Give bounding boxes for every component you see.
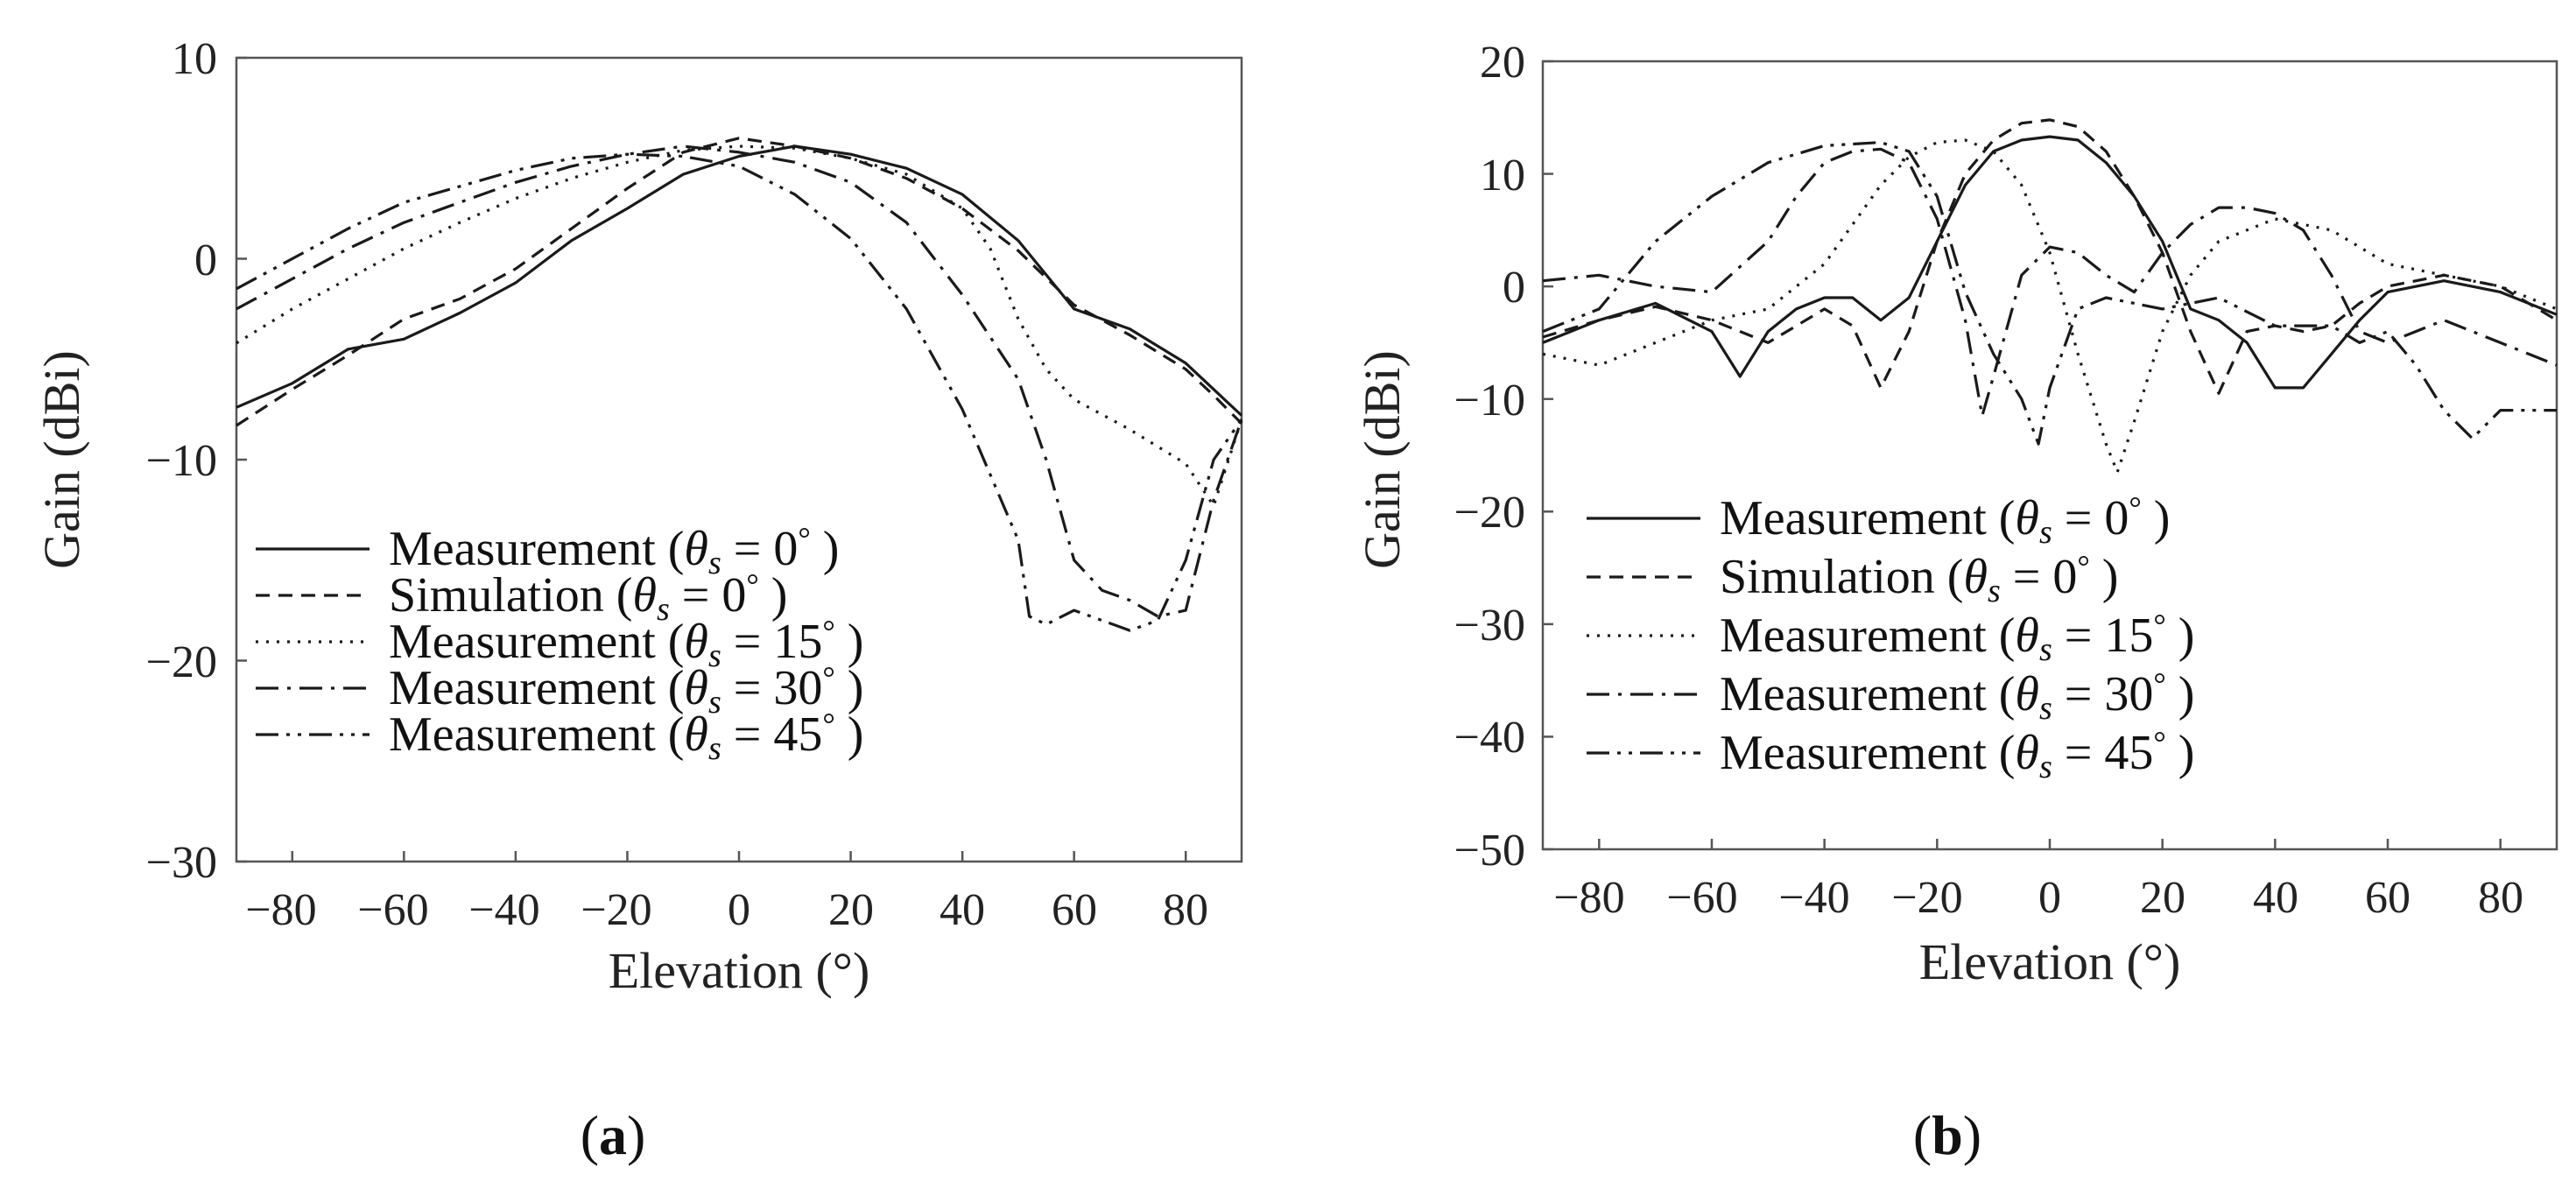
y-axis-label: Gain (dBi): [33, 350, 90, 569]
series-line-3: [1542, 138, 2558, 474]
legend-b: Measurement (θs = 0° )Simulation (θs = 0…: [1587, 490, 2194, 785]
legend-label: Measurement (θs = 15° ): [1720, 608, 2194, 668]
panel-label-b: (b): [1913, 1104, 1981, 1166]
panel-label-open: (: [1913, 1104, 1932, 1166]
series-line-4: [1542, 147, 2558, 418]
panel-label-close: ): [627, 1104, 645, 1166]
plot-frame-b: [1541, 60, 2558, 851]
x-tick-label: 60: [1052, 885, 1097, 935]
legend-label: Measurement (θs = 30° ): [1720, 666, 2194, 727]
panel-label-a: (a): [581, 1104, 646, 1166]
legend-label: Measurement (θs = 15° ): [389, 614, 863, 674]
series-line-2: [1542, 118, 2558, 395]
legend-label: Measurement (θs = 30° ): [389, 660, 863, 721]
x-tick-label: −80: [1553, 873, 1624, 923]
y-tick-label: −20: [146, 637, 217, 687]
x-tick-label: −60: [1666, 873, 1737, 923]
x-tick-label: 0: [2038, 873, 2061, 923]
y-axis-label: Gain (dBi): [1354, 350, 1411, 569]
series-line-5: [1542, 141, 2557, 446]
panel-label-letter: b: [1932, 1104, 1963, 1166]
x-tick-label: −20: [581, 885, 651, 935]
x-tick-label: −80: [245, 885, 316, 935]
x-axis-label: Elevation (°): [609, 942, 870, 999]
y-tick-label: 10: [172, 34, 217, 84]
y-tick-label: −40: [1454, 713, 1525, 763]
x-tick-label: 80: [1163, 885, 1208, 935]
panel-label-close: ): [1963, 1104, 1981, 1166]
y-tick-label: −50: [1454, 826, 1525, 876]
y-tick-label: 10: [1480, 151, 1525, 201]
tick-marks-b: [1543, 60, 2502, 851]
legend-label: Simulation (θs = 0° ): [389, 567, 787, 628]
series-line-4: [236, 144, 1243, 618]
x-axis-label: Elevation (°): [1919, 933, 2181, 990]
y-tick-label: −30: [1454, 601, 1525, 651]
y-tick-label: −30: [146, 838, 217, 888]
x-tick-label: −60: [357, 885, 428, 935]
legend-label: Simulation (θs = 0° ): [1720, 549, 2118, 609]
y-tick-label: −10: [146, 436, 217, 486]
y-tick-label: −10: [1454, 376, 1525, 426]
y-tick-label: 20: [1480, 38, 1525, 88]
x-tick-label: 80: [2478, 873, 2523, 923]
series-line-5: [236, 152, 1243, 632]
y-tick-label: 0: [194, 236, 217, 285]
x-tick-label: 20: [828, 885, 874, 935]
legend-label: Measurement (θs = 0° ): [1720, 490, 2170, 551]
series-group-b: [1542, 118, 2558, 474]
series-line-1: [236, 144, 1243, 417]
x-tick-label: 0: [728, 885, 750, 935]
series-line-2: [236, 137, 1243, 427]
y-tick-label: −20: [1454, 488, 1525, 538]
legend-a: Measurement (θs = 0° )Simulation (θs = 0…: [256, 521, 863, 767]
x-tick-label: −20: [1891, 873, 1962, 923]
x-tick-label: 60: [2365, 873, 2411, 923]
tick-marks-a: [236, 56, 1187, 863]
x-tick-label: 20: [2140, 873, 2185, 923]
chart-panel-a: 10 0 −10 −20 −30 −80 −60 −40 −20 0 20 40…: [33, 34, 1243, 999]
x-tick-label: −40: [468, 885, 539, 935]
x-tick-label: 40: [940, 885, 985, 935]
panel-label-open: (: [581, 1104, 599, 1166]
legend-label: Measurement (θs = 0° ): [389, 521, 839, 581]
x-tick-label: −40: [1778, 873, 1849, 923]
series-line-1: [1542, 135, 2558, 390]
series-group-a: [236, 137, 1243, 632]
legend-label: Measurement (θs = 45° ): [1720, 725, 2194, 785]
series-line-3: [236, 144, 1243, 508]
x-tick-label: 40: [2253, 873, 2298, 923]
y-tick-label: 0: [1503, 263, 1525, 313]
chart-panel-b: 20 10 0 −10 −20 −30 −40 −50 −80 −60 −40 …: [1354, 38, 2558, 990]
legend-label: Measurement (θs = 45° ): [389, 707, 863, 767]
panel-label-letter: a: [599, 1104, 627, 1166]
